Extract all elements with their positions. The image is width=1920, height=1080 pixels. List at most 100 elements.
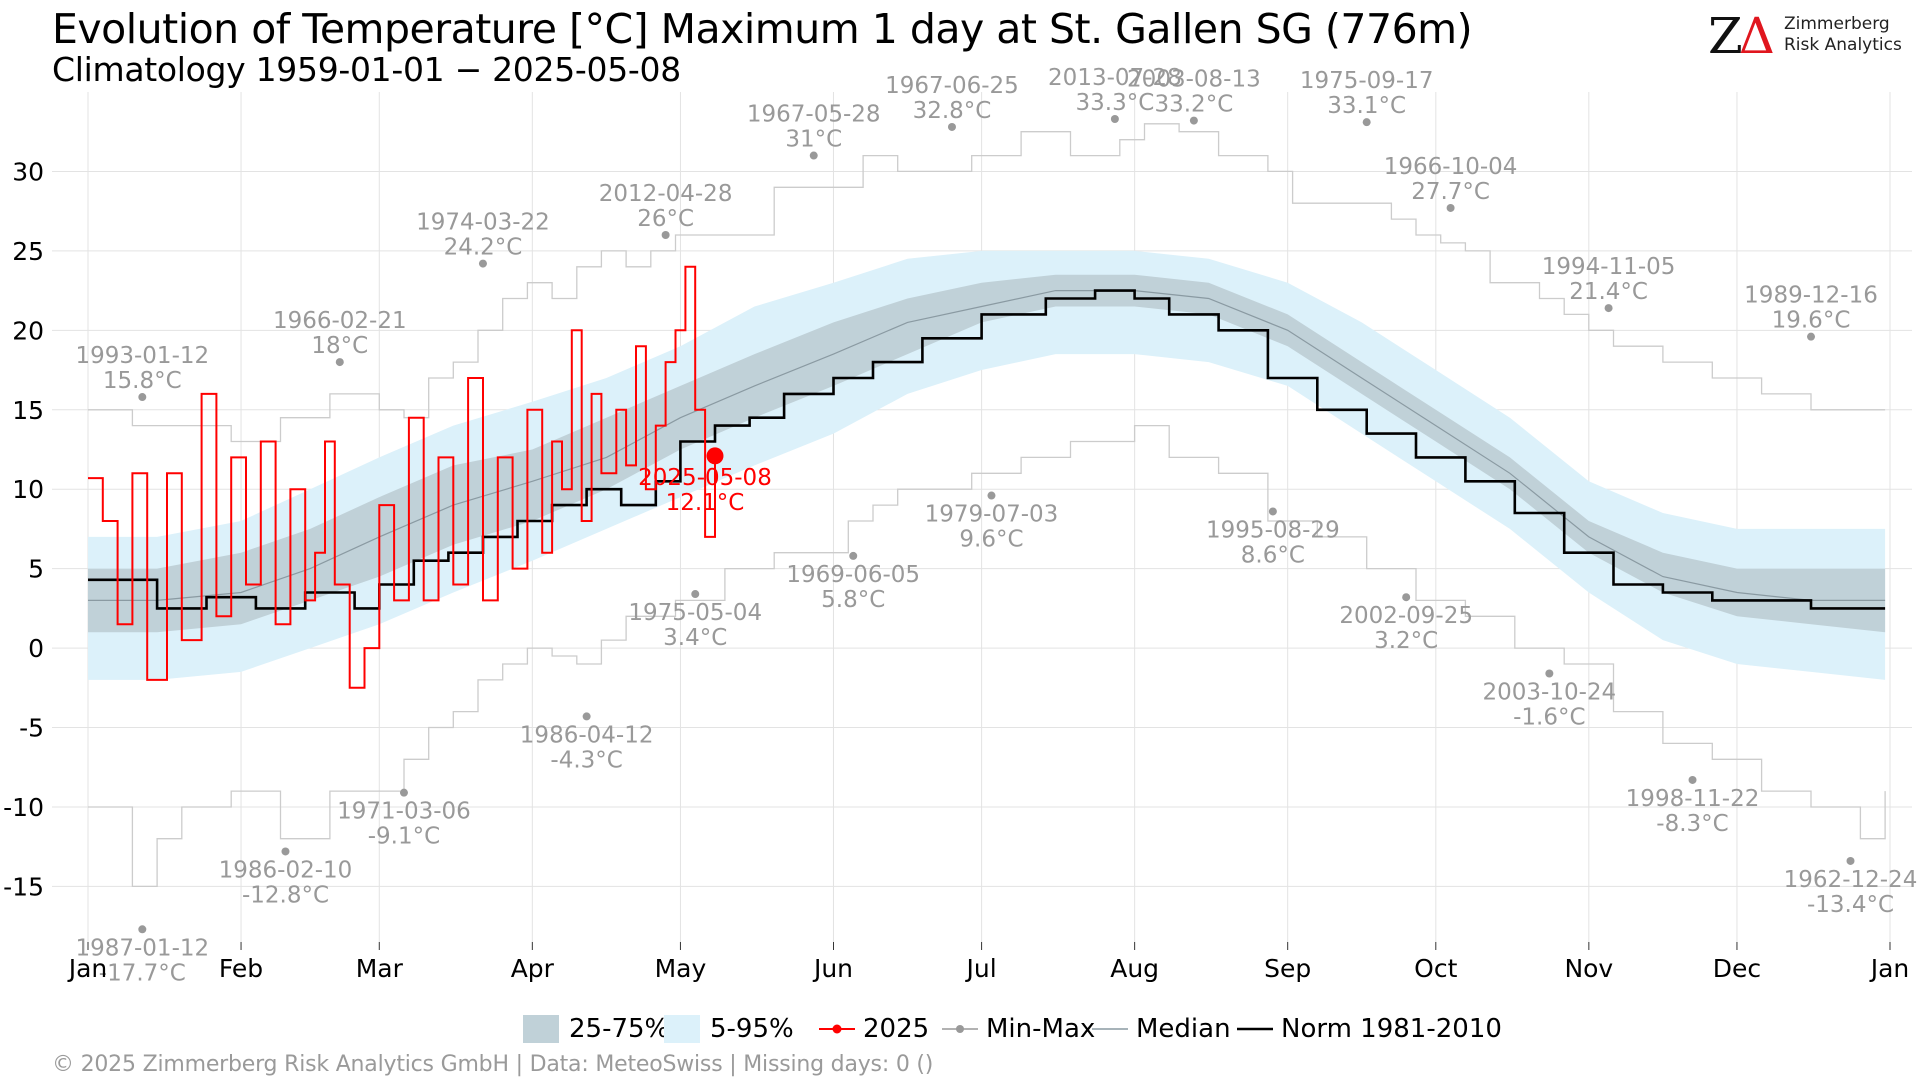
- norm-layer: [88, 289, 1886, 610]
- extreme-value-label: 26°C: [637, 206, 694, 232]
- extreme-value-label: 19.6°C: [1772, 308, 1851, 334]
- extreme-date-label: 1966-02-21: [273, 308, 407, 334]
- x-tick-label: Jul: [965, 954, 997, 983]
- x-tick-label: Jun: [812, 954, 853, 983]
- extreme-value-label: 33.3°C: [1076, 90, 1155, 116]
- logo-line-2: Risk Analytics: [1784, 35, 1902, 55]
- extreme-point: [138, 393, 147, 402]
- extreme-point: [1688, 775, 1697, 784]
- extreme-date-label: 1979-07-03: [925, 502, 1059, 528]
- extreme-date-label: 2013-07-28: [1048, 65, 1182, 91]
- x-tick-label: Dec: [1713, 954, 1761, 983]
- chart-title: Evolution of Temperature [°C] Maximum 1 …: [52, 5, 1473, 53]
- extreme-date-label: 1967-06-25: [885, 73, 1019, 99]
- extreme-point: [582, 712, 591, 721]
- extreme-date-label: 1966-10-04: [1384, 154, 1518, 180]
- legend-90-label: 5-95%: [710, 1014, 794, 1044]
- company-logo: ZΔ Zimmerberg Risk Analytics: [1708, 10, 1908, 62]
- extreme-value-label: 15.8°C: [103, 368, 182, 394]
- extreme-value-label: 21.4°C: [1569, 279, 1648, 305]
- extreme-date-label: 2003-08-13: [1127, 67, 1261, 93]
- x-tick-label: Mar: [356, 954, 404, 983]
- x-tick-label: May: [655, 954, 707, 983]
- legend-current-label: 2025: [863, 1014, 930, 1044]
- extreme-value-label: 3.2°C: [1374, 628, 1438, 654]
- extreme-date-label: 2002-09-25: [1339, 603, 1473, 629]
- y-tick-label: 15: [12, 396, 44, 425]
- extreme-point: [478, 259, 487, 268]
- band-5-95: [88, 250, 1886, 680]
- extreme-point: [1268, 507, 1277, 516]
- extreme-date-label: 1975-05-04: [628, 600, 762, 626]
- x-tick-label: Aug: [1110, 954, 1159, 983]
- extreme-value-label: -8.3°C: [1656, 811, 1728, 837]
- extreme-date-label: 1969-06-05: [786, 562, 920, 588]
- extreme-point: [691, 590, 700, 599]
- extreme-point: [987, 491, 996, 500]
- extreme-value-label: 3.4°C: [663, 625, 727, 651]
- x-tick-label: Feb: [219, 954, 263, 983]
- y-tick-label: 20: [12, 316, 44, 345]
- extreme-point: [1362, 118, 1371, 127]
- extreme-date-label: 1967-05-28: [747, 102, 881, 128]
- band-25-75: [88, 274, 1886, 633]
- extreme-date-label: 2003-10-24: [1483, 679, 1617, 705]
- extreme-value-label: -17.7°C: [99, 960, 186, 986]
- extreme-point: [1604, 304, 1613, 313]
- legend-median-label: Median: [1136, 1014, 1231, 1044]
- extreme-value-label: -1.6°C: [1513, 704, 1585, 730]
- extreme-date-label: 1971-03-06: [337, 799, 471, 825]
- extreme-date-label: 1962-12-24: [1784, 867, 1918, 893]
- y-tick-label: 0: [28, 634, 44, 663]
- extreme-value-label: -13.4°C: [1807, 892, 1894, 918]
- extreme-date-label: 1989-12-16: [1744, 283, 1878, 309]
- extreme-value-label: 33.2°C: [1154, 92, 1233, 118]
- extreme-point: [849, 551, 858, 560]
- legend-median-swatch: [1092, 1028, 1128, 1030]
- extreme-date-label: 1986-02-10: [219, 857, 353, 883]
- y-tick-label: 25: [12, 237, 44, 266]
- extreme-value-label: 27.7°C: [1411, 179, 1490, 205]
- extreme-point: [1446, 203, 1455, 212]
- extreme-value-label: 8.6°C: [1241, 542, 1305, 568]
- extreme-point: [399, 788, 408, 797]
- minmax-line: [88, 424, 1886, 888]
- extreme-date-label: 1975-09-17: [1300, 68, 1434, 94]
- extreme-value-label: 31°C: [785, 127, 842, 153]
- legend-norm-label: Norm 1981-2010: [1281, 1014, 1502, 1044]
- extreme-value-label: 5.8°C: [821, 587, 885, 613]
- x-tick-label: Nov: [1564, 954, 1613, 983]
- x-tick-label: Apr: [511, 954, 555, 983]
- extreme-point: [947, 122, 956, 131]
- extreme-value-label: 32.8°C: [913, 98, 992, 124]
- current-day-point: [706, 447, 724, 465]
- extreme-date-label: 1998-11-22: [1626, 786, 1760, 812]
- y-tick-label: -15: [3, 872, 44, 901]
- extreme-point: [661, 230, 670, 239]
- extreme-point: [281, 847, 290, 856]
- extreme-value-label: -4.3°C: [550, 747, 622, 773]
- current-layer: [88, 265, 716, 689]
- extreme-point: [1110, 115, 1119, 124]
- logo-text: Zimmerberg Risk Analytics: [1784, 14, 1902, 56]
- extreme-date-label: 1993-01-12: [75, 343, 209, 369]
- extreme-value-label: 9.6°C: [959, 527, 1023, 553]
- extreme-value-label: 18°C: [311, 333, 368, 359]
- extreme-point: [809, 151, 818, 160]
- logo-line-1: Zimmerberg: [1784, 14, 1890, 34]
- extreme-point: [1807, 332, 1816, 341]
- y-tick-label: 10: [12, 475, 44, 504]
- extreme-date-label: 1987-01-12: [75, 935, 209, 961]
- extreme-point: [138, 925, 147, 934]
- minmax-layer: [88, 123, 1886, 888]
- legend-90-swatch: [664, 1015, 700, 1043]
- y-tick-label: -10: [3, 793, 44, 822]
- legend-minmax-swatch: [942, 1025, 978, 1033]
- legend-iqr-swatch: [523, 1015, 559, 1043]
- extreme-date-label: 1994-11-05: [1542, 254, 1676, 280]
- extreme-point: [1189, 116, 1198, 125]
- minmax-line: [88, 123, 1886, 443]
- extreme-date-label: 1986-04-12: [520, 722, 654, 748]
